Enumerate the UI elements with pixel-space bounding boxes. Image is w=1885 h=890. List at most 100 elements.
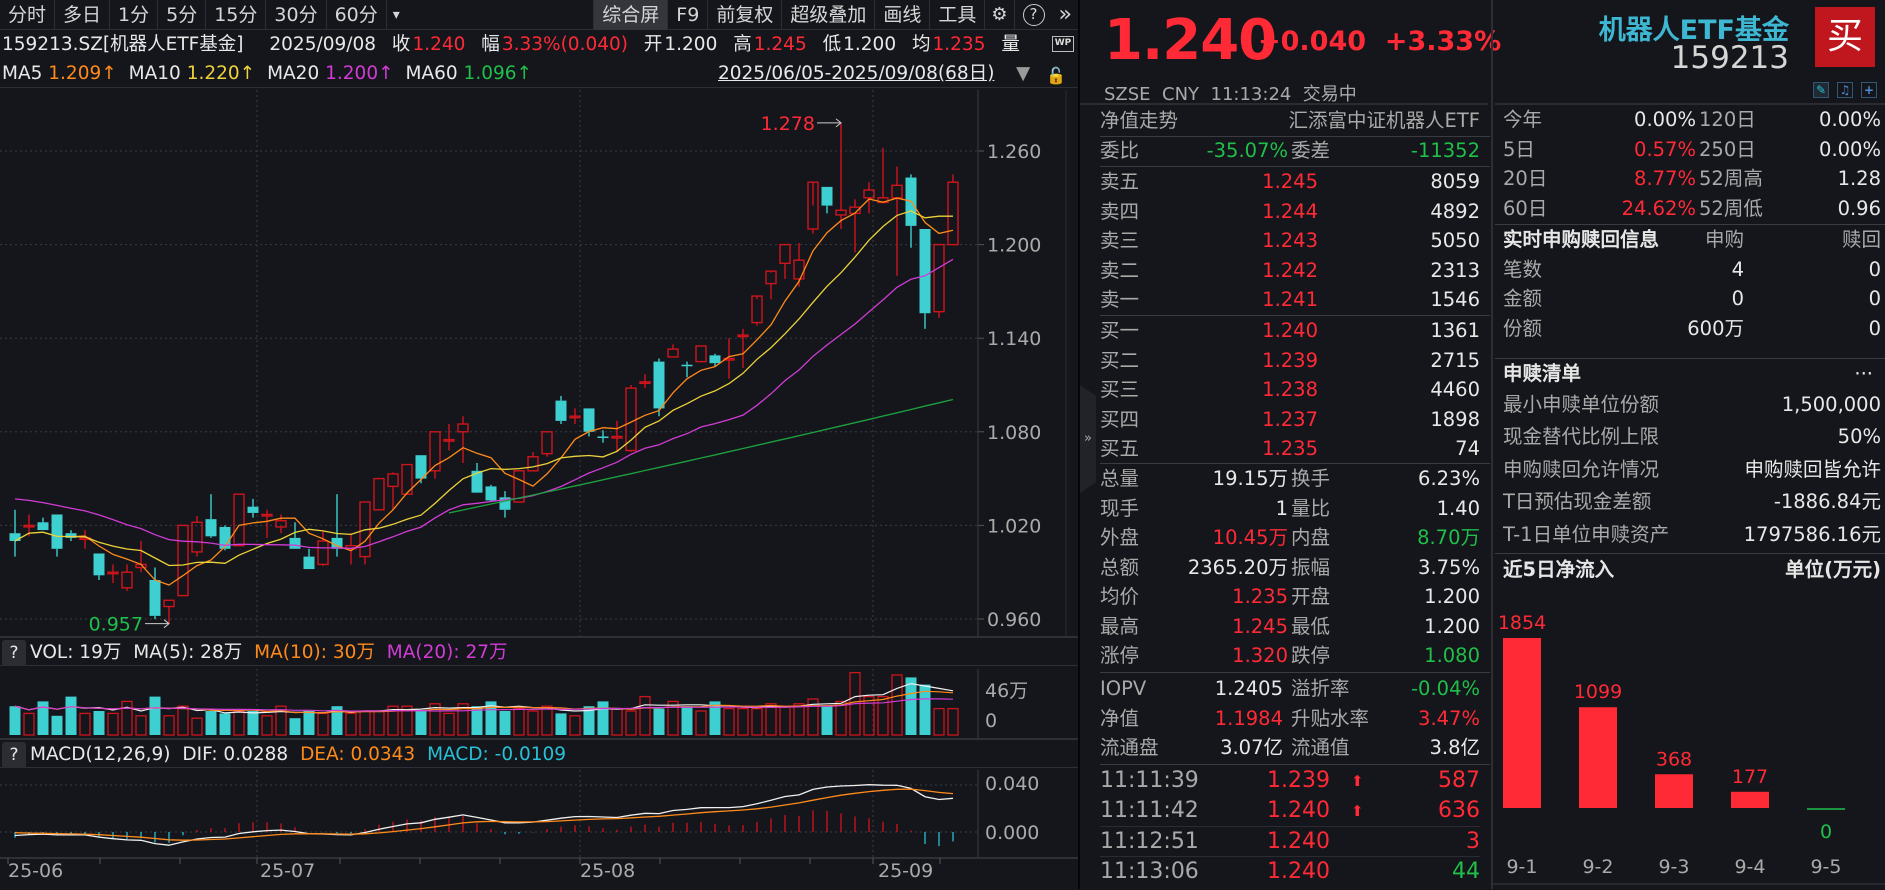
date-range-link[interactable]: 2025/06/05-2025/09/08(68日): [718, 63, 995, 84]
add-plus-icon[interactable]: +: [1861, 82, 1877, 98]
perf-value: 0.57%: [1634, 137, 1696, 161]
tab-multi-day[interactable]: 多日: [55, 0, 111, 30]
macd-chart[interactable]: [0, 770, 1078, 890]
stat-value: 1.320: [1232, 644, 1288, 667]
bid-volume: 74: [1455, 437, 1480, 460]
etf-stat-value: 3.47%: [1418, 706, 1480, 730]
stat-label: 最低: [1291, 614, 1331, 638]
svg-text:1.020: 1.020: [987, 515, 1041, 537]
tab-f9[interactable]: F9: [668, 0, 709, 30]
data-row: 申购赎回允许情况 申购赎回皆允许: [1503, 454, 1881, 487]
data-row: 流通盘 3.07亿 流通值 3.8亿: [1100, 733, 1480, 763]
help-icon[interactable]: ?: [1022, 3, 1045, 26]
stat-label: 总额: [1100, 555, 1140, 579]
data-row: 11:11:42 1.240 ⬆ 636: [1100, 796, 1480, 826]
tab-60min[interactable]: 60分: [327, 0, 387, 30]
edit-pencil-icon[interactable]: ✎: [1813, 82, 1829, 98]
ask-level-label: 卖四: [1100, 199, 1140, 223]
data-row: 现手 1 量比 1.40: [1100, 494, 1480, 524]
svg-text:1.200: 1.200: [987, 235, 1041, 257]
creation-red-value: 0: [1868, 257, 1881, 281]
stat-label: 跌停: [1291, 644, 1331, 667]
unlock-icon[interactable]: 🔓: [1046, 66, 1066, 85]
data-row: 60日 24.62% 52周低 0.96: [1503, 194, 1881, 224]
perf-label: 120日: [1699, 108, 1756, 131]
creation-sub-value: 0: [1731, 287, 1744, 310]
data-row: 买五 1.235 74: [1100, 434, 1480, 464]
data-row: T-1日单位申赎资产 1797586.16元: [1503, 519, 1881, 552]
net-inflow-title: 近5日净流入: [1503, 558, 1615, 581]
volume-chart[interactable]: [0, 669, 1078, 739]
tab-15min[interactable]: 15分: [206, 0, 267, 30]
x-label-jul: 25-07: [260, 860, 316, 882]
creation-row-label: 笔数: [1503, 257, 1543, 281]
pcf-value: 1797586.16元: [1743, 522, 1881, 546]
expand-icon[interactable]: »: [1058, 1, 1072, 27]
pcf-more-button[interactable]: ···: [1854, 362, 1873, 385]
x-label-jun: 25-06: [8, 860, 64, 882]
ask-volume: 2313: [1430, 258, 1480, 282]
svg-text:9-5: 9-5: [1810, 856, 1841, 878]
data-row: 11:13:06 1.240 44: [1100, 856, 1480, 886]
high-label: 高: [733, 34, 752, 55]
data-row: 外盘 10.45万 内盘 8.70万: [1100, 523, 1480, 553]
trade-stats: 总量 19.15万 换手 6.23% 现手 1 量比 1.40 外盘 10.45万 内盘 8.70万总…: [1100, 464, 1480, 671]
etf-stat-label: 净值: [1100, 706, 1140, 730]
panel-divider[interactable]: [1078, 0, 1080, 889]
svg-text:9-4: 9-4: [1734, 856, 1765, 878]
weibi-label: 委比: [1100, 139, 1140, 162]
bid-level-label: 买三: [1100, 378, 1140, 401]
etf-stat-label: 流通盘: [1100, 736, 1159, 759]
currency-label: CNY: [1162, 84, 1200, 105]
weicha-value: -11352: [1410, 139, 1480, 162]
tab-draw-line[interactable]: 画线: [875, 0, 931, 30]
pcf-label: 申购赎回允许情况: [1503, 457, 1660, 481]
macd-legend: ? MACD(12,26,9) DIF: 0.0288 DEA: 0.0343 M…: [0, 738, 1078, 768]
macd-help-button[interactable]: ?: [2, 742, 26, 768]
ask-volume: 1546: [1430, 288, 1480, 311]
settings-gear-icon[interactable]: ⚙: [985, 0, 1015, 30]
alert-bell-icon[interactable]: ♫: [1837, 82, 1853, 98]
expand-sidebar-handle[interactable]: »: [1080, 385, 1096, 493]
perf-label: 20日: [1503, 167, 1548, 190]
bid-volume: 1898: [1430, 407, 1480, 431]
ask-price: 1.244: [1262, 199, 1318, 223]
tab-tools[interactable]: 工具: [930, 0, 986, 30]
tab-intraday[interactable]: 分时: [0, 0, 56, 30]
bid-price: 1.235: [1262, 437, 1318, 460]
order-ratio: 委比 -35.07% 委差 -11352: [1100, 136, 1480, 166]
tab-composite-screen[interactable]: 综合屏: [593, 0, 669, 30]
stat-label: 现手: [1100, 496, 1140, 520]
more-periods-icon[interactable]: ▾: [392, 6, 400, 23]
nav-trend-link[interactable]: 净值走势: [1100, 109, 1179, 132]
tab-30min[interactable]: 30分: [266, 0, 327, 30]
tab-super-overlay[interactable]: 超级叠加: [782, 0, 876, 30]
weibi-value: -35.07%: [1206, 139, 1288, 162]
ask-level-label: 卖二: [1100, 258, 1140, 282]
wp-monitor-icon[interactable]: WP: [1052, 36, 1074, 52]
perf-label: 52周低: [1699, 196, 1763, 220]
data-row: 11:11:39 1.239 ⬆ 587: [1100, 766, 1480, 796]
tab-1min[interactable]: 1分: [110, 0, 159, 30]
pcf-list: 申赎清单 ··· 最小申赎单位份额 1,500,000 现金替代比例上限 50% 申购赎…: [1503, 359, 1881, 551]
high-value: 1.245: [753, 34, 807, 55]
bid-price: 1.237: [1262, 407, 1318, 431]
data-row: 份额 600万 0: [1503, 314, 1881, 344]
bid-price: 1.239: [1262, 348, 1318, 372]
svg-text:9-2: 9-2: [1582, 856, 1613, 878]
date-range-dropdown-icon[interactable]: ▼: [1016, 63, 1031, 84]
svg-text:1.080: 1.080: [987, 422, 1041, 444]
change-value: +0.040: [1258, 26, 1367, 57]
creation-red-value: 0: [1868, 316, 1881, 340]
pcf-title: 申赎清单: [1503, 362, 1582, 385]
tab-5min[interactable]: 5分: [158, 0, 207, 30]
candlestick-chart[interactable]: 1.260 1.200 1.140 1.080 1.020 0.960 1.278 0.95…: [0, 89, 1078, 637]
data-row: 卖五 1.245 8059: [1100, 167, 1480, 197]
tab-forward-adjust[interactable]: 前复权: [708, 0, 783, 30]
avg-value: 1.235: [932, 34, 986, 55]
net-inflow-bar-chart: 1854 9-1 1099 9-2 368 9-3 177 9-4 0 9-5: [1493, 612, 1885, 885]
net-inflow-header: 近5日净流入 单位(万元): [1503, 555, 1881, 585]
ma20-label: MA20: [267, 63, 320, 84]
volume-help-button[interactable]: ?: [2, 640, 26, 666]
buy-button[interactable]: 买: [1815, 7, 1875, 67]
